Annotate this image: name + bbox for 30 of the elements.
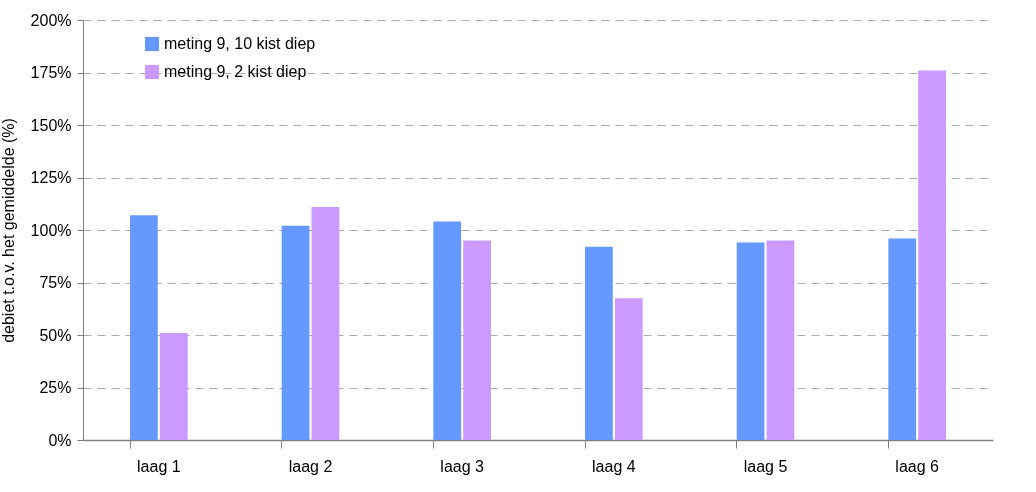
y-tick-label: 150% — [30, 116, 72, 134]
y-tick-label: 25% — [39, 379, 72, 396]
bar — [130, 215, 158, 440]
bar — [433, 221, 462, 440]
y-tick-label: 0% — [48, 431, 72, 449]
bar — [311, 206, 340, 440]
bar — [585, 246, 613, 440]
y-tick-label: 100% — [30, 221, 72, 239]
bar — [766, 240, 795, 440]
x-tick-label: laag 1 — [137, 457, 181, 475]
bar — [281, 225, 310, 440]
y-tick-label: 50% — [39, 326, 72, 344]
legend-label: meting 9, 2 kist diep — [164, 63, 307, 80]
x-tick-label: laag 3 — [440, 457, 485, 475]
bar — [614, 298, 643, 440]
x-tick-label: laag 5 — [743, 457, 788, 475]
y-tick-label: 200% — [30, 11, 72, 29]
y-tick-label: 75% — [39, 274, 72, 291]
x-tick-label: laag 2 — [288, 457, 333, 475]
y-axis-title: debiet t.o.v. het gemiddelde (%) — [0, 118, 17, 343]
legend-label: meting 9, 10 kist diep — [164, 35, 316, 52]
x-tick-label: laag 6 — [895, 457, 940, 475]
bar — [918, 70, 946, 440]
x-tick-label: laag 4 — [592, 457, 636, 475]
bar — [888, 238, 917, 440]
y-tick-label: 175% — [30, 64, 72, 81]
y-tick-label: 125% — [30, 169, 72, 186]
bar — [159, 332, 188, 440]
bar — [463, 240, 491, 440]
bar — [736, 242, 765, 440]
